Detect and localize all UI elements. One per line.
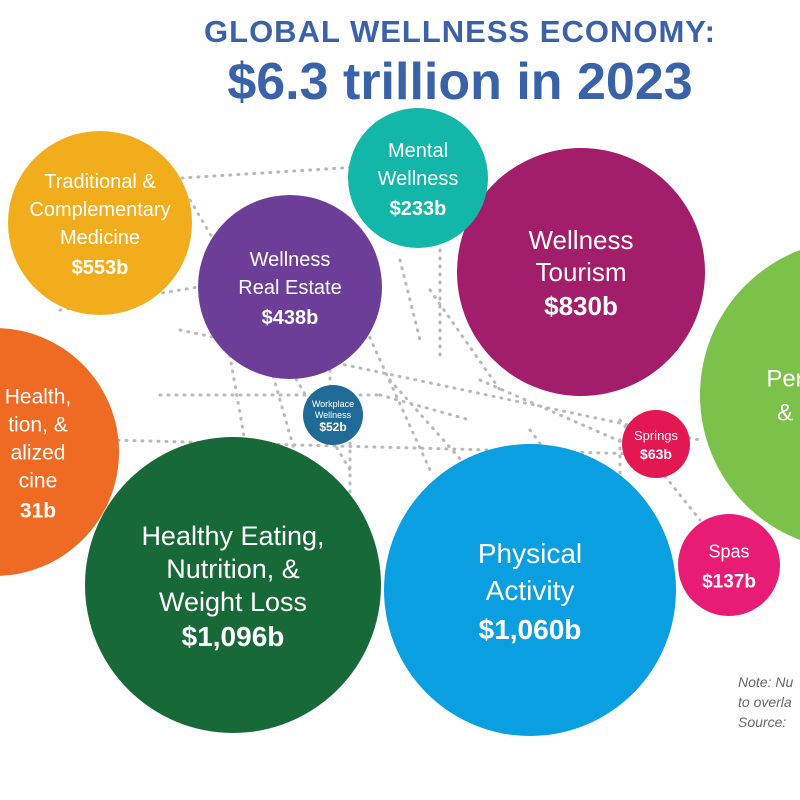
bubble-circle [622,410,690,478]
connector-line [388,378,472,472]
bubble-value: $52b [319,420,346,434]
bubble-value: 31b [20,499,56,522]
chart-note: Note: Nu to overla Source: [738,672,800,732]
bubble-label: Mental [388,140,448,162]
bubble-label: alized [11,441,66,464]
bubbles-layer: Healthy Eating,Nutrition, &Weight Loss $1… [0,108,800,736]
chart-title-line-2: $6.3 trillion in 2023 [227,53,693,111]
bubble-circle [678,514,780,616]
note-line: Source: [738,714,787,730]
bubble-label: Per [766,365,800,392]
bubble-label: tion, & [8,413,68,436]
bubble-label: & [777,399,793,426]
bubble-label: Nutrition, & [166,554,300,584]
bubble-label: Wellness [250,249,331,271]
bubble-label: Springs [634,428,679,443]
connector-line [478,378,642,452]
bubble-4: Wellness Real Estate $438b [198,195,382,379]
bubble-6: Spas $137b [678,514,780,616]
bubble-5: Mental Wellness $233b [348,108,488,248]
bubble-circle [384,444,676,736]
bubble-value: $553b [72,257,129,279]
bubble-label: Health, [5,385,72,408]
bubble-label: Activity [486,575,575,606]
bubble-label: Wellness [378,168,459,190]
connector-line [378,393,472,422]
bubble-label: Real Estate [238,277,341,299]
bubble-label: Wellness [528,225,633,255]
bubble-0: Healthy Eating,Nutrition, &Weight Loss $1… [85,437,381,733]
bubble-value: $830b [544,291,618,321]
bubble-circle [8,131,192,315]
bubble-label: Tourism [535,257,626,287]
bubble-10: Per & [700,250,800,540]
bubble-circle [457,148,705,396]
bubble-1: Physical Activity $1,060b [384,444,676,736]
bubble-value: $63b [640,446,672,462]
bubble-circle [198,195,382,379]
chart-title-line-1: GLOBAL WELLNESS ECONOMY: [204,14,716,49]
bubble-value: $137b [702,571,756,592]
note-line: to overla [738,694,792,710]
bubble-circle [348,108,488,248]
bubble-label: Healthy Eating, [141,521,324,551]
bubble-label: Physical [478,538,582,569]
bubble-circle [85,437,381,733]
bubble-label: Complementary [29,199,170,221]
bubble-value: $1,060b [479,614,582,645]
bubble-label: Medicine [60,227,140,249]
bubble-value: $233b [390,198,447,220]
bubble-label: Workplace [312,399,354,409]
bubble-value: $1,096b [182,621,285,652]
connector-line [148,158,472,182]
bubble-7: Springs $63b [622,410,690,478]
note-line: Note: Nu [738,674,794,690]
bubble-circle [0,328,119,576]
bubble-3: Traditional & Complementary Medicine $553b [8,131,192,315]
bubble-label: cine [19,469,58,492]
bubble-value: $438b [262,307,319,329]
bubble-label: Traditional & [44,171,156,193]
bubble-9: Health, tion, & alized cine 31b [0,328,119,576]
bubble-circle [303,385,363,445]
bubble-label: Weight Loss [159,587,307,617]
bubble-label: Wellness [315,410,352,420]
bubble-label: Spas [708,541,749,561]
connector-line [398,258,422,342]
bubble-circle [700,250,800,540]
